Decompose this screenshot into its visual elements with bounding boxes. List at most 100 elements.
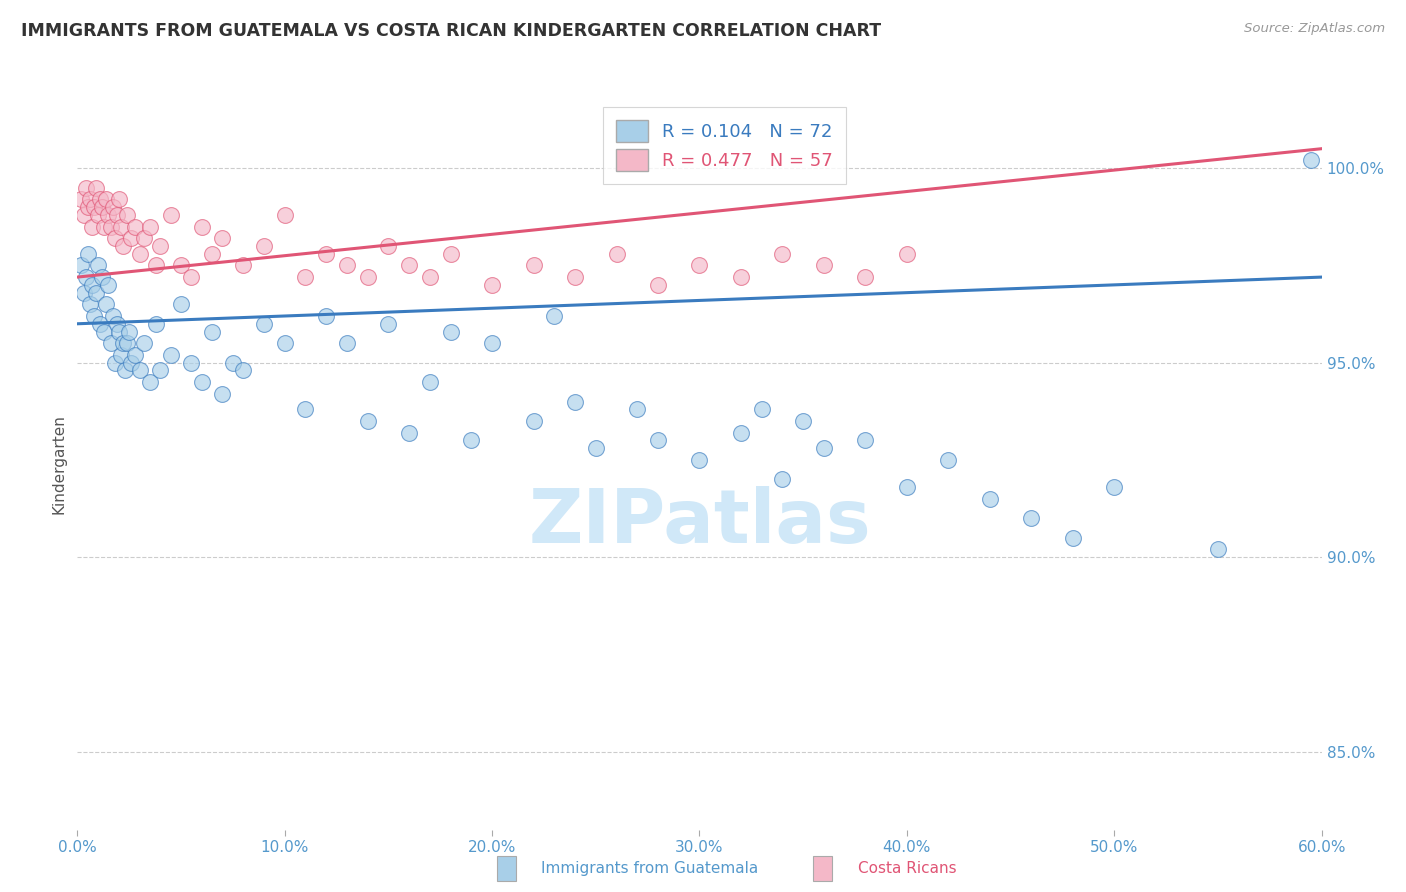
Point xyxy=(398,259,420,273)
Point xyxy=(100,219,122,234)
Point xyxy=(84,285,107,300)
Point xyxy=(120,356,142,370)
Point xyxy=(87,259,110,273)
Point xyxy=(813,442,835,456)
Point xyxy=(108,325,131,339)
Point xyxy=(91,200,114,214)
Point xyxy=(97,208,120,222)
Point xyxy=(115,208,138,222)
Text: Costa Ricans: Costa Ricans xyxy=(858,861,956,876)
Point xyxy=(93,325,115,339)
Point xyxy=(211,231,233,245)
Point xyxy=(101,309,124,323)
Point xyxy=(76,200,98,214)
Point xyxy=(460,434,482,448)
Point xyxy=(124,219,146,234)
Point xyxy=(72,208,94,222)
Point xyxy=(419,375,441,389)
Point xyxy=(104,356,127,370)
Point xyxy=(274,208,297,222)
Point xyxy=(440,325,463,339)
Point xyxy=(938,453,960,467)
Point xyxy=(139,375,162,389)
Point xyxy=(139,219,162,234)
Point xyxy=(896,480,918,494)
Point xyxy=(80,277,103,292)
Point xyxy=(274,336,297,351)
Point xyxy=(180,356,202,370)
Point xyxy=(75,270,97,285)
Point xyxy=(813,259,835,273)
Point xyxy=(1206,542,1229,557)
Point xyxy=(222,356,245,370)
Point xyxy=(120,231,142,245)
Legend: R = 0.104   N = 72, R = 0.477   N = 57: R = 0.104 N = 72, R = 0.477 N = 57 xyxy=(603,107,846,184)
Point xyxy=(1062,531,1084,545)
Point xyxy=(145,317,167,331)
Point xyxy=(315,309,337,323)
Point xyxy=(730,270,752,285)
Point xyxy=(132,231,155,245)
Point xyxy=(105,317,128,331)
Point xyxy=(80,219,103,234)
Point xyxy=(104,231,127,245)
Point xyxy=(689,453,711,467)
Point xyxy=(83,309,105,323)
Point xyxy=(398,425,420,440)
Point xyxy=(70,192,93,206)
Point xyxy=(149,239,172,253)
Point xyxy=(357,414,380,428)
Point xyxy=(96,192,118,206)
Point xyxy=(232,363,254,377)
Point xyxy=(564,394,586,409)
Point xyxy=(83,200,105,214)
Point xyxy=(232,259,254,273)
Point xyxy=(772,472,794,486)
Point xyxy=(180,270,202,285)
Point xyxy=(101,200,124,214)
Point xyxy=(145,259,167,273)
Point xyxy=(87,208,110,222)
Text: Source: ZipAtlas.com: Source: ZipAtlas.com xyxy=(1244,22,1385,36)
Point xyxy=(585,442,607,456)
Point xyxy=(357,270,380,285)
Point xyxy=(111,239,134,253)
Point xyxy=(111,336,134,351)
Point xyxy=(105,208,128,222)
Point xyxy=(336,259,359,273)
Point xyxy=(91,270,114,285)
Point xyxy=(211,386,233,401)
Point xyxy=(440,246,463,260)
Point xyxy=(118,325,141,339)
Point xyxy=(79,297,101,311)
Point xyxy=(97,277,120,292)
Point xyxy=(128,363,150,377)
Point xyxy=(855,270,877,285)
Point xyxy=(523,259,546,273)
Text: ZIPatlas: ZIPatlas xyxy=(529,486,870,559)
Point xyxy=(315,246,337,260)
Point xyxy=(70,259,93,273)
Point xyxy=(89,317,111,331)
Point xyxy=(523,414,546,428)
Point xyxy=(253,317,276,331)
Point xyxy=(159,208,181,222)
Point xyxy=(114,363,136,377)
Point xyxy=(191,375,214,389)
Point xyxy=(170,259,193,273)
Point xyxy=(377,239,399,253)
Point xyxy=(84,180,107,194)
Point xyxy=(564,270,586,285)
Point xyxy=(689,259,711,273)
Point xyxy=(896,246,918,260)
Point xyxy=(108,192,131,206)
Point xyxy=(1301,153,1323,168)
Point xyxy=(294,270,316,285)
Point xyxy=(149,363,172,377)
Point xyxy=(96,297,118,311)
Point xyxy=(647,434,669,448)
Point xyxy=(191,219,214,234)
Point xyxy=(93,219,115,234)
Text: IMMIGRANTS FROM GUATEMALA VS COSTA RICAN KINDERGARTEN CORRELATION CHART: IMMIGRANTS FROM GUATEMALA VS COSTA RICAN… xyxy=(21,22,882,40)
Point xyxy=(170,297,193,311)
